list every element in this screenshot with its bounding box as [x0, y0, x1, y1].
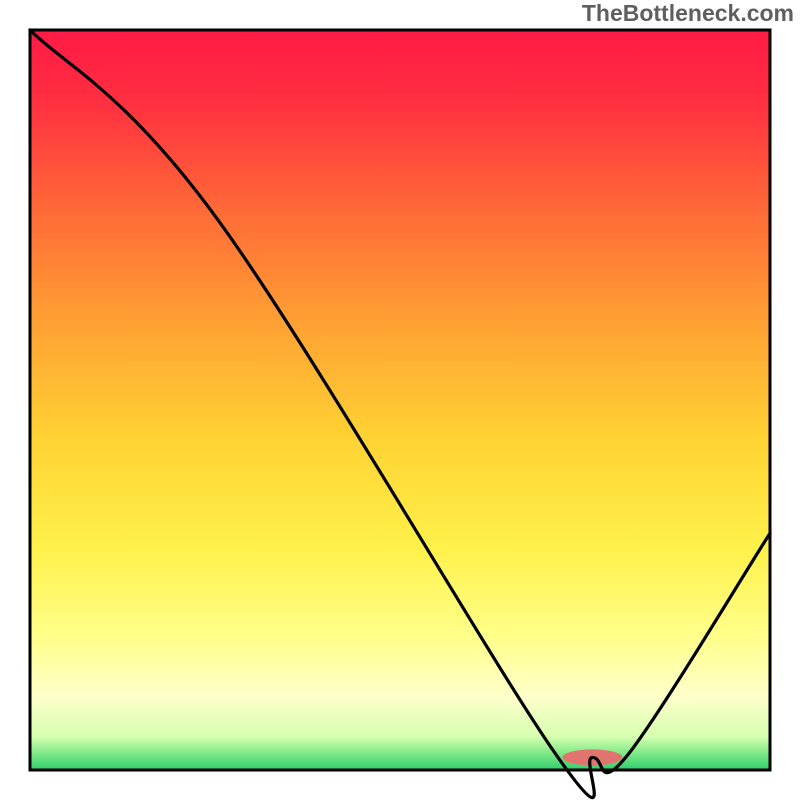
chart-svg	[0, 0, 800, 800]
chart-container: TheBottleneck.com	[0, 0, 800, 800]
watermark-text: TheBottleneck.com	[582, 0, 794, 27]
plot-background	[30, 30, 770, 770]
